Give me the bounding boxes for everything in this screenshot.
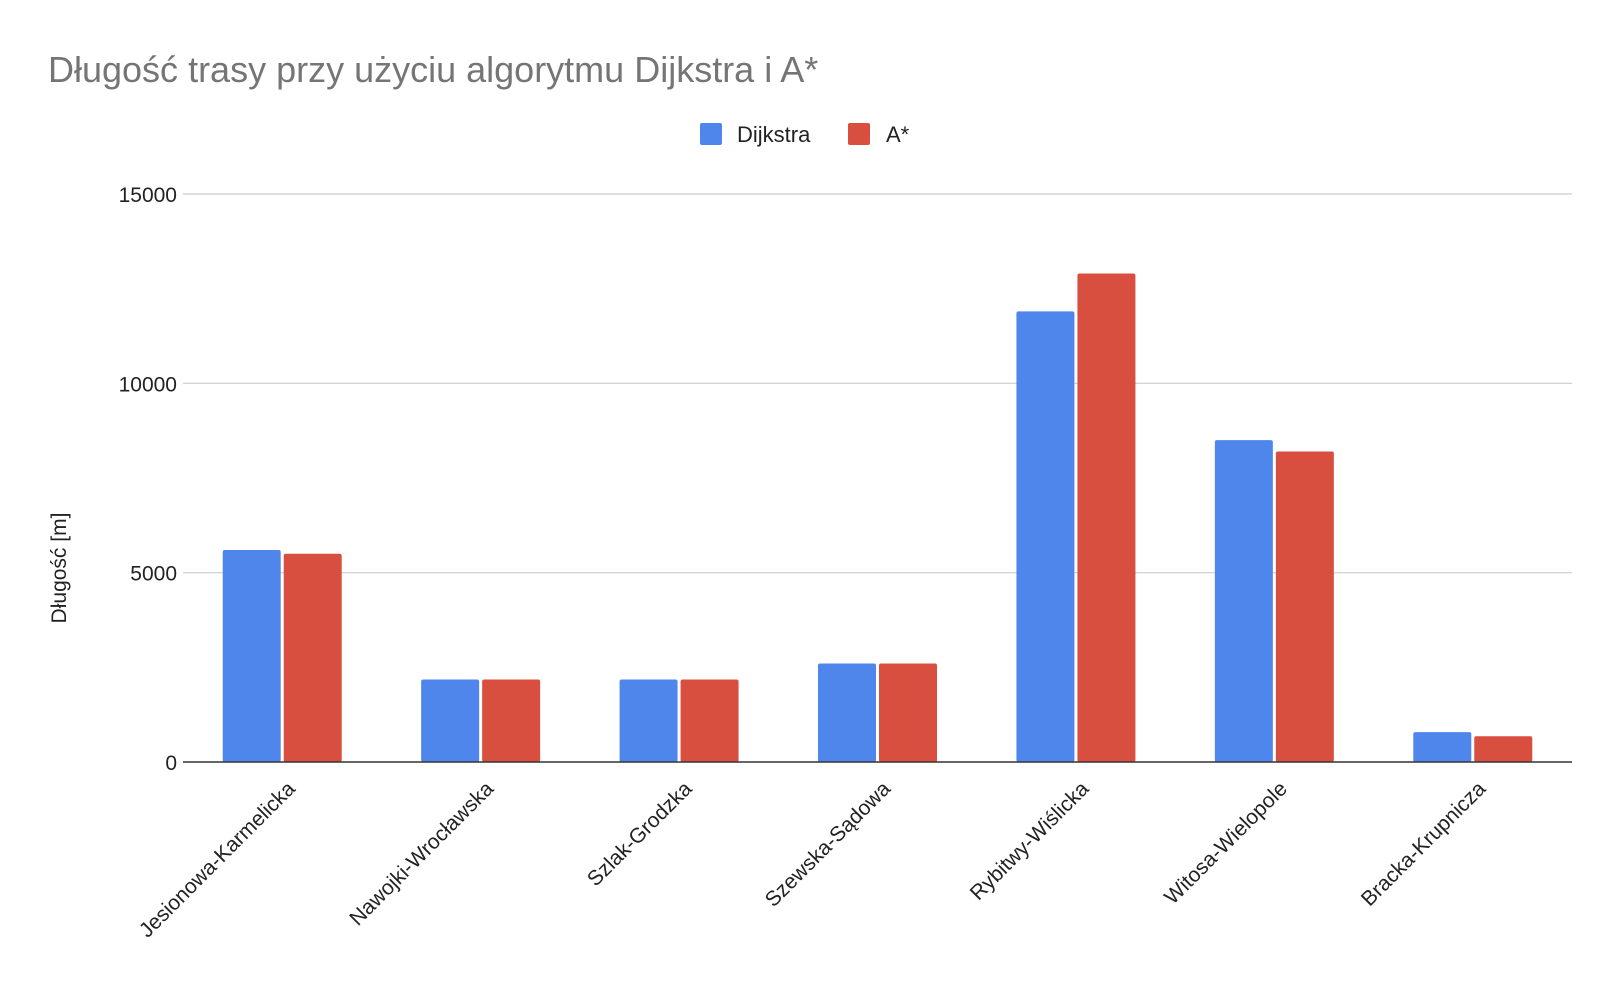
legend-label-dijkstra: Dijkstra xyxy=(737,122,811,147)
x-category-label: Nawojki-Wrocławska xyxy=(345,777,498,930)
legend-swatch-dijkstra xyxy=(700,123,722,145)
bar-dijkstra xyxy=(421,679,480,762)
legend-label-astar: A* xyxy=(886,122,910,147)
x-category-label: Rybitwy-Wiślicka xyxy=(966,777,1094,905)
bar-dijkstra xyxy=(1413,732,1472,762)
legend: Dijkstra A* xyxy=(700,122,910,147)
bar-astar xyxy=(1275,451,1334,762)
bar-dijkstra xyxy=(222,549,281,762)
bar-astar xyxy=(1077,273,1136,762)
bar-dijkstra xyxy=(1214,440,1273,762)
bar-astar xyxy=(879,663,937,762)
x-category-label: Witosa-Wielopole xyxy=(1160,777,1292,909)
x-category-label: Szewska-Sądowa xyxy=(761,777,896,912)
legend-swatch-astar xyxy=(848,123,870,145)
x-category-label: Bracka-Krupnicza xyxy=(1357,777,1491,911)
bar-dijkstra xyxy=(1016,311,1075,762)
y-tick-label: 10000 xyxy=(119,373,177,396)
chart-title: Długość trasy przy użyciu algorytmu Dijk… xyxy=(48,49,818,90)
bar-astar xyxy=(283,553,342,762)
y-axis-label: Długość [m] xyxy=(48,513,71,624)
bar-dijkstra xyxy=(619,679,678,762)
gridlines xyxy=(183,193,1572,574)
x-axis-categories: Jesionowa-Karmelicka Nawojki-Wrocławska Sz… xyxy=(135,777,1491,942)
bars xyxy=(222,273,1533,762)
y-axis-ticks: 0 5000 10000 15000 xyxy=(119,184,177,775)
bar-dijkstra xyxy=(818,663,876,762)
bar-astar xyxy=(482,679,541,762)
y-tick-label: 5000 xyxy=(130,563,177,586)
bar-astar xyxy=(680,679,739,762)
y-tick-label: 0 xyxy=(165,752,177,775)
x-category-label: Szlak-Grodzka xyxy=(583,777,697,891)
x-category-label: Jesionowa-Karmelicka xyxy=(135,777,300,942)
bar-astar xyxy=(1474,736,1533,762)
y-tick-label: 15000 xyxy=(119,184,177,207)
